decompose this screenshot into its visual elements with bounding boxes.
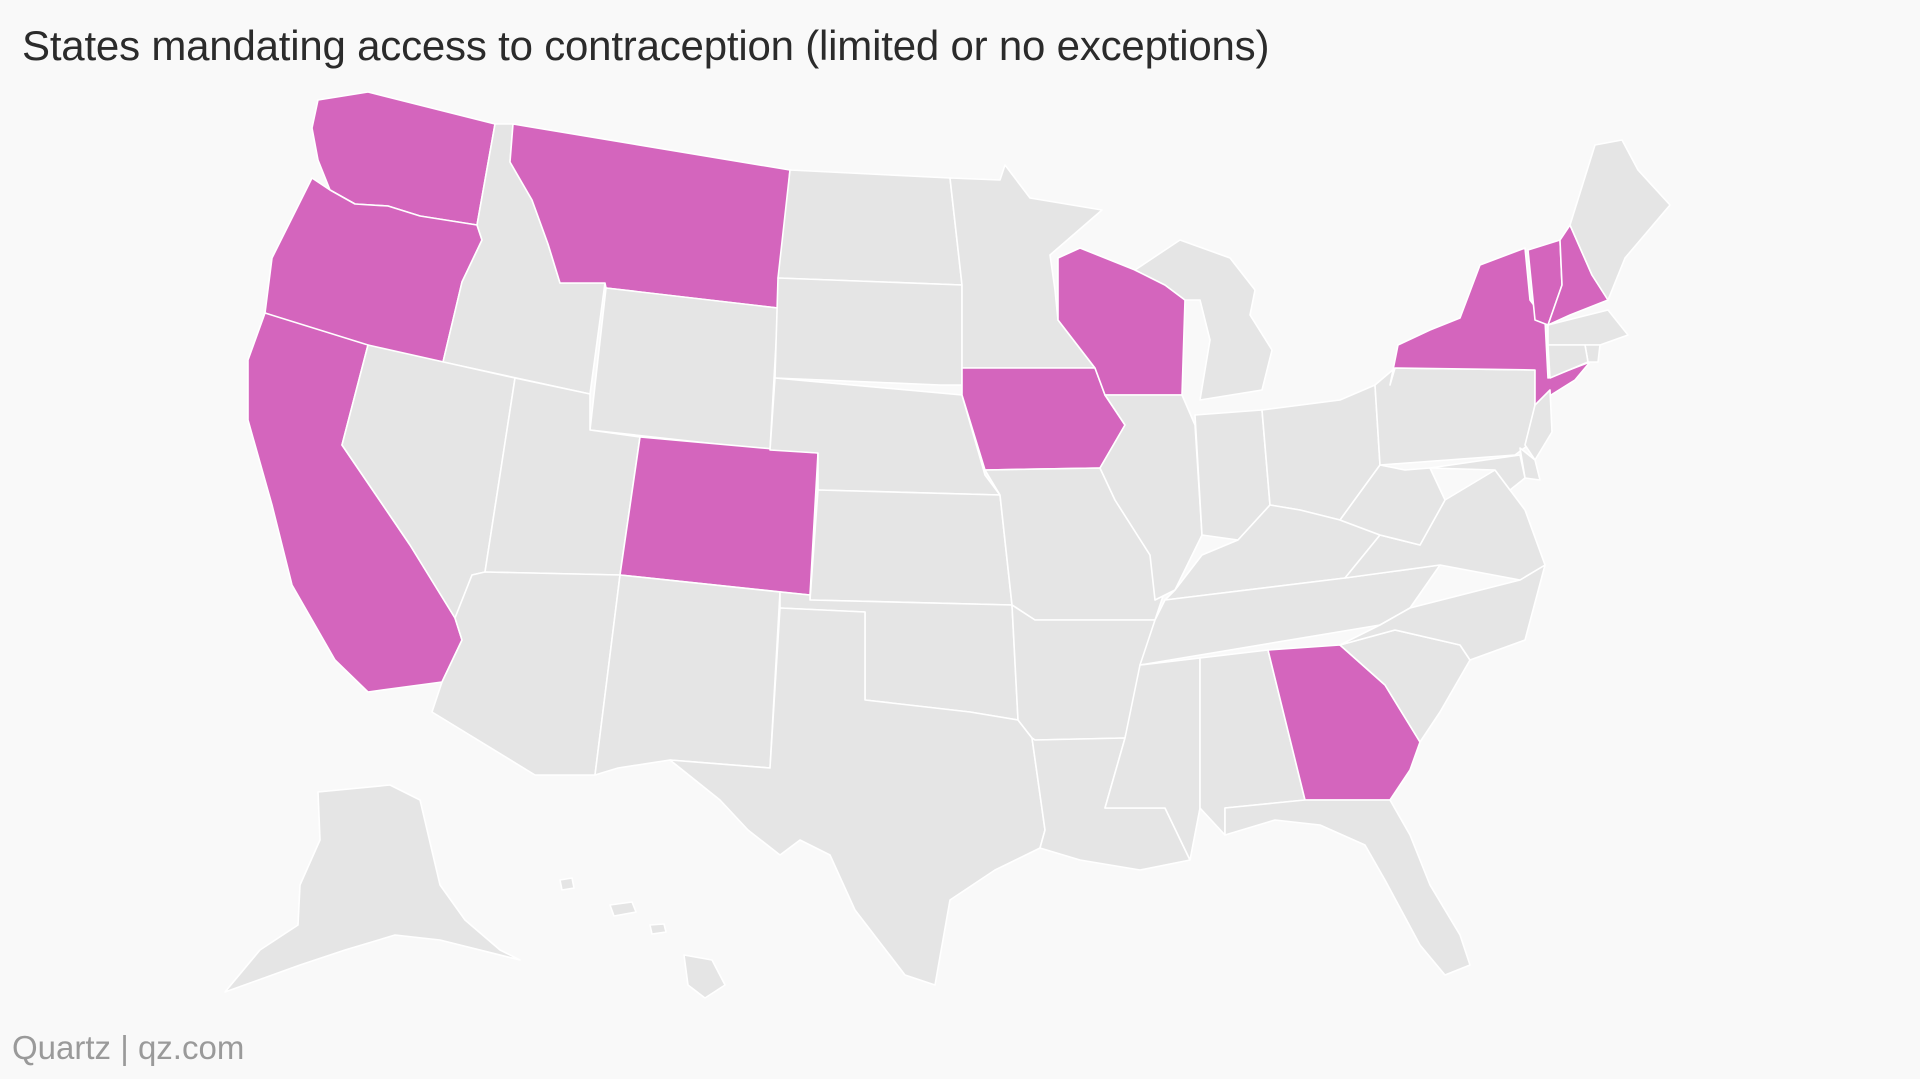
state-PA[interactable] xyxy=(1374,367,1536,466)
source-credit: Quartz | qz.com xyxy=(12,1029,245,1066)
state-HI[interactable] xyxy=(559,877,726,999)
state-KS[interactable] xyxy=(809,489,1013,606)
state-WI[interactable] xyxy=(1057,247,1186,396)
state-NC[interactable] xyxy=(1339,564,1546,661)
state-MI[interactable] xyxy=(1134,239,1273,401)
state-FL[interactable] xyxy=(1224,799,1471,976)
state-CT[interactable] xyxy=(1547,344,1589,379)
state-WV[interactable] xyxy=(1339,464,1446,546)
chart-title: States mandating access to contraception… xyxy=(22,22,1270,69)
state-TX[interactable] xyxy=(669,607,1046,986)
state-CO[interactable] xyxy=(619,436,819,596)
state-NM[interactable] xyxy=(594,574,781,776)
state-MN[interactable] xyxy=(949,164,1103,369)
state-AK[interactable] xyxy=(224,784,521,993)
state-MA[interactable] xyxy=(1547,309,1629,346)
state-MD[interactable] xyxy=(1429,454,1526,491)
state-NJ[interactable] xyxy=(1524,389,1553,461)
state-IL[interactable] xyxy=(1099,394,1203,601)
state-ME[interactable] xyxy=(1569,139,1671,301)
state-SD[interactable] xyxy=(774,277,963,386)
state-WY[interactable] xyxy=(589,287,779,451)
state-ND[interactable] xyxy=(777,169,963,286)
